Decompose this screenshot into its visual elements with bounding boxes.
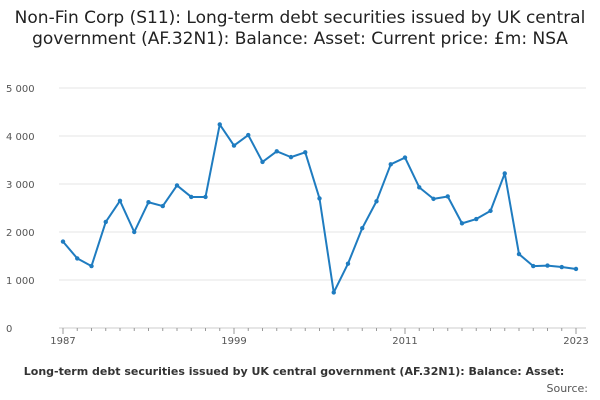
y-tick-label: 3 000 — [6, 180, 35, 191]
data-point — [246, 132, 251, 138]
data-point — [374, 199, 379, 204]
source-label: Source: — [546, 382, 589, 395]
x-tick-label: 2023 — [563, 336, 588, 347]
data-point — [317, 196, 322, 201]
data-point — [417, 185, 422, 190]
data-point — [502, 171, 507, 176]
data-point — [303, 150, 308, 155]
y-tick-label: 4 000 — [6, 132, 35, 143]
legend-label: Long-term debt securities issued by UK c… — [23, 365, 565, 378]
legend: Long-term debt securities issued by UK c… — [0, 365, 600, 378]
data-point — [174, 183, 180, 188]
data-point — [103, 219, 108, 225]
data-point — [260, 159, 265, 165]
x-tick-label: 1987 — [50, 336, 75, 347]
axes — [59, 327, 586, 334]
data-point — [288, 154, 294, 160]
data-point — [573, 266, 579, 272]
data-point — [331, 290, 336, 295]
data-point — [402, 155, 408, 160]
series — [60, 122, 579, 295]
data-point — [459, 221, 465, 226]
series-line — [62, 123, 577, 294]
data-point — [360, 225, 365, 231]
y-tick-label: 2 000 — [6, 228, 35, 239]
tick-labels: 0 1 000 2 000 3 000 4 000 5 000 1987 1999 2011 20… — [6, 84, 589, 347]
data-point — [545, 263, 550, 268]
data-point — [445, 194, 450, 199]
y-tick-label: 1 000 — [6, 276, 35, 287]
data-point — [345, 261, 351, 266]
data-point — [231, 143, 237, 148]
data-point — [189, 194, 194, 200]
data-point — [75, 256, 80, 261]
data-point — [516, 251, 522, 257]
data-point — [132, 229, 137, 235]
data-point — [431, 196, 436, 202]
grid-lines — [59, 87, 586, 281]
data-point — [274, 149, 279, 154]
data-point — [117, 198, 123, 203]
chart-title: Non-Fin Corp (S11): Long-term debt secur… — [14, 8, 586, 49]
data-point — [60, 239, 66, 244]
data-point — [388, 162, 393, 167]
data-point — [531, 263, 536, 269]
data-point — [559, 264, 564, 270]
data-point — [203, 194, 208, 200]
x-tick-label: 2011 — [392, 336, 417, 347]
data-point — [474, 216, 479, 222]
data-point — [217, 122, 222, 127]
data-point — [146, 200, 151, 205]
data-point — [89, 263, 94, 269]
y-tick-label: 5 000 — [6, 84, 35, 95]
y-tick-label: 0 — [6, 324, 12, 335]
x-tick-label: 1999 — [221, 336, 246, 347]
data-point — [160, 203, 165, 209]
data-point — [488, 208, 493, 214]
